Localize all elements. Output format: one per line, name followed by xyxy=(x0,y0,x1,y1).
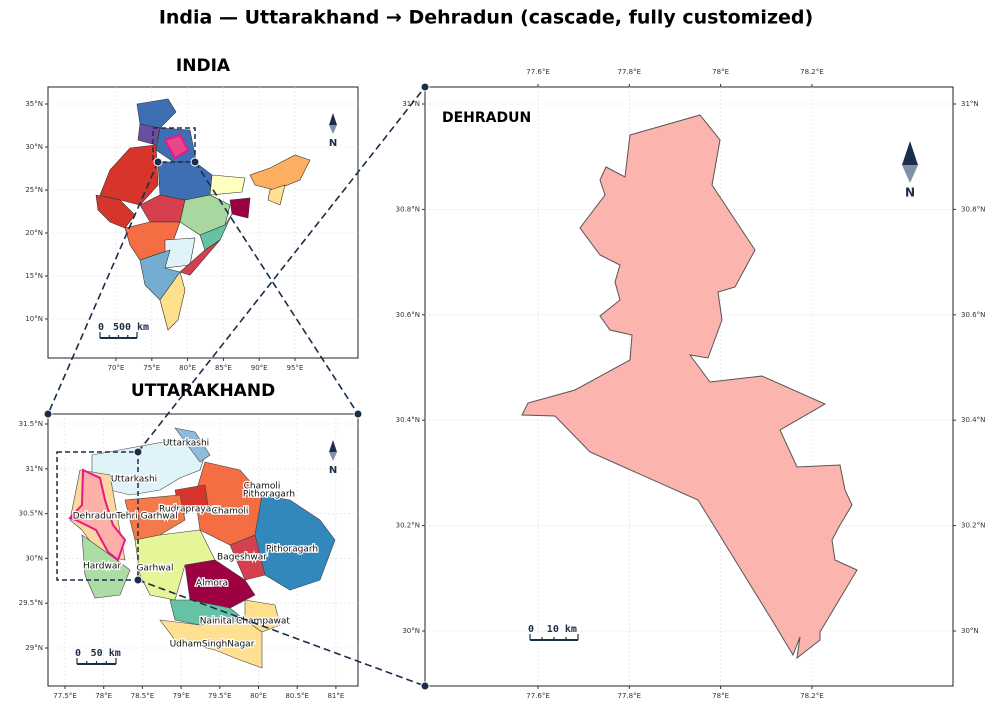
y-tick-label: 31°N xyxy=(961,100,979,108)
scale-label: 50 km xyxy=(91,648,121,659)
district-label: Almora xyxy=(196,579,228,589)
scale-label: 10 km xyxy=(547,624,577,635)
uttarakhand-districts xyxy=(69,427,336,669)
scale-label: 500 km xyxy=(113,322,149,333)
panel-title: UTTARAKHAND xyxy=(131,381,275,401)
y-tick-label: 30°N xyxy=(402,627,420,635)
district-label: Dehradun xyxy=(73,512,118,522)
district-label: Uttarkashi xyxy=(163,439,209,449)
y-tick-label: 15°N xyxy=(25,272,43,280)
district-label: Chamoli xyxy=(244,482,281,492)
y-tick-label: 31.5°N xyxy=(19,420,43,428)
x-tick-label: 80.5°E xyxy=(285,692,309,700)
district-label: UdhamSinghNagar xyxy=(170,640,255,650)
north-label: N xyxy=(329,465,337,476)
x-tick-label: 78.2°E xyxy=(800,68,824,76)
dehradun-boundary xyxy=(521,114,858,660)
district-label: Champawat xyxy=(236,617,290,627)
uttarakhand-panel: 77.5°E 78°E 78.5°E 79°E 79.5°E 80°E 80.5°E 81°E… xyxy=(19,381,359,700)
india-inset-box xyxy=(152,127,196,163)
scale-label: 0 xyxy=(528,624,534,635)
x-tick-label: 80°E xyxy=(179,364,196,372)
connector-dots xyxy=(43,82,430,691)
x-tick-label: 75°E xyxy=(143,364,160,372)
district-label: Garhwal xyxy=(136,564,173,574)
y-tick-label: 29°N xyxy=(25,644,43,652)
india-panel: 70°E 75°E 80°E 85°E 90°E 95°E 35°N 30°N 25°N 20°N… xyxy=(25,56,359,372)
india-states xyxy=(95,98,311,331)
y-tick-label: 20°N xyxy=(25,229,43,237)
district-label: Chamoli xyxy=(212,507,249,517)
dehradun-panel: 77.6°E 77.6°E 77.8°E 77.8°E 78°E 78°E 78.2°E 78… xyxy=(396,68,986,700)
y-tick-label: 35°N xyxy=(25,100,43,108)
y-tick-label: 30.6°N xyxy=(961,311,985,319)
x-tick-label: 77.6°E xyxy=(526,692,550,700)
district-label: Uttarkashi xyxy=(111,475,157,485)
district-label: Rudraprayag xyxy=(159,505,217,515)
x-tick-label: 79°E xyxy=(173,692,190,700)
x-tick-label: 77.6°E xyxy=(526,68,550,76)
y-tick-label: 30.4°N xyxy=(396,416,420,424)
dehradun-highlight xyxy=(68,468,127,562)
district-label: Nainital xyxy=(200,617,235,627)
y-tick-label: 30°N xyxy=(25,554,43,562)
x-tick-label: 81°E xyxy=(327,692,344,700)
x-tick-label: 77.8°E xyxy=(618,68,642,76)
north-label: N xyxy=(905,186,915,200)
north-arrow xyxy=(329,452,337,461)
x-tick-label: 78°E xyxy=(95,692,112,700)
x-tick-label: 95°E xyxy=(287,364,304,372)
y-tick-label: 30.6°N xyxy=(396,311,420,319)
connectors xyxy=(47,86,426,687)
y-tick-label: 30.2°N xyxy=(396,522,420,530)
y-tick-label: 30.8°N xyxy=(961,205,985,213)
x-tick-label: 78°E xyxy=(712,68,729,76)
district-label: Tehri Garhwal xyxy=(115,512,177,522)
district-label: Bageshwar xyxy=(217,553,267,563)
x-tick-label: 70°E xyxy=(108,364,125,372)
north-arrow xyxy=(902,141,918,165)
scale-label: 0 xyxy=(75,648,81,659)
north-arrow xyxy=(329,113,337,125)
y-tick-label: 29.5°N xyxy=(19,599,43,607)
y-tick-label: 30.2°N xyxy=(961,522,985,530)
x-tick-label: 78.5°E xyxy=(131,692,155,700)
district-label: Pithoragarh xyxy=(266,545,318,555)
north-arrow xyxy=(902,165,918,183)
x-tick-label: 80°E xyxy=(250,692,267,700)
y-tick-label: 10°N xyxy=(25,315,43,323)
district-label: Hardwar xyxy=(83,562,121,572)
panel-title: DEHRADUN xyxy=(442,110,531,126)
y-tick-label: 31°N xyxy=(25,465,43,473)
x-tick-label: 77.8°E xyxy=(618,692,642,700)
y-tick-label: 30.4°N xyxy=(961,416,985,424)
north-label: N xyxy=(329,138,337,149)
x-tick-label: 77.5°E xyxy=(53,692,77,700)
uttarakhand-inset-box xyxy=(56,451,139,581)
panel-title: INDIA xyxy=(176,56,231,76)
x-tick-label: 78°E xyxy=(712,692,729,700)
north-arrow xyxy=(329,440,337,452)
scale-label: 0 xyxy=(98,322,104,333)
figure-title: India — Uttarakhand → Dehradun (cascade,… xyxy=(159,7,813,29)
x-tick-label: 85°E xyxy=(215,364,232,372)
y-tick-label: 30°N xyxy=(961,627,979,635)
x-tick-label: 79.5°E xyxy=(208,692,232,700)
y-tick-label: 25°N xyxy=(25,186,43,194)
district-label: Pithoragarh xyxy=(243,490,295,500)
x-tick-label: 90°E xyxy=(251,364,268,372)
y-tick-label: 30.8°N xyxy=(396,205,420,213)
north-arrow xyxy=(329,125,337,134)
y-tick-label: 30.5°N xyxy=(19,510,43,518)
x-tick-label: 78.2°E xyxy=(800,692,824,700)
y-tick-label: 30°N xyxy=(25,143,43,151)
